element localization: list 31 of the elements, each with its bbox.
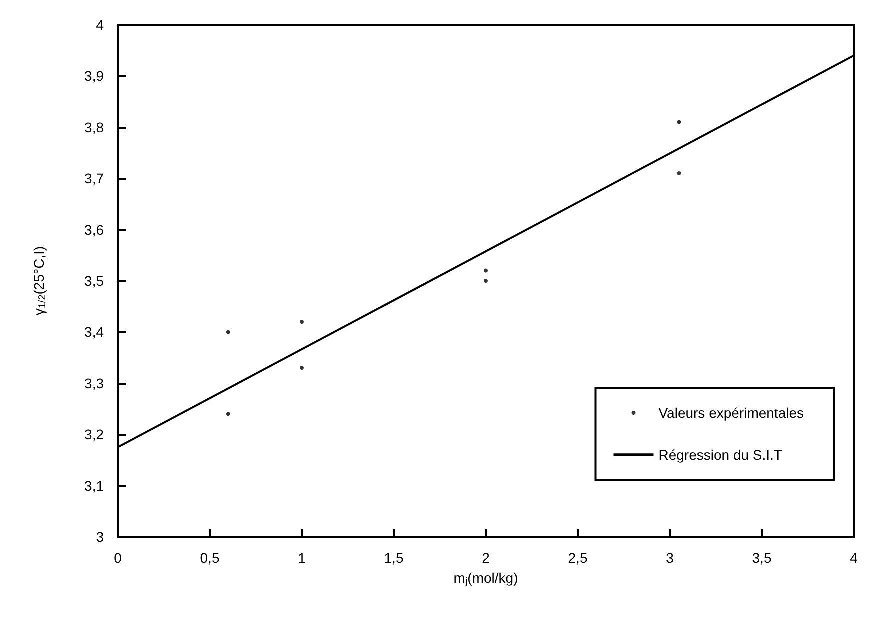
y-tick-label: 3,7 xyxy=(84,170,104,187)
point xyxy=(484,268,488,273)
x-tick-label: 0,5 xyxy=(200,550,220,566)
y-tick-label: 3,9 xyxy=(84,68,104,84)
y-tick-label: 3,2 xyxy=(84,426,104,443)
y-tick-label: 3,4 xyxy=(84,324,104,340)
x-tick-label: 1,5 xyxy=(384,550,404,566)
x-tick-label: 2,5 xyxy=(568,550,588,566)
point xyxy=(300,320,304,324)
y-tick-label: 3,3 xyxy=(84,375,104,392)
x-tick-label: 3,5 xyxy=(752,550,772,566)
y-tick-label: 3,8 xyxy=(84,119,104,136)
point xyxy=(677,171,682,176)
point xyxy=(226,412,230,416)
point xyxy=(226,330,230,334)
point xyxy=(484,279,488,283)
point xyxy=(300,366,304,370)
x-tick-label: 2 xyxy=(482,550,490,566)
legend-label: Régression du S.I.T xyxy=(658,447,783,463)
y-tick-label: 3,5 xyxy=(84,273,104,289)
x-tick-label: 0 xyxy=(114,550,122,566)
x-tick-label: 3 xyxy=(666,550,674,566)
y-tick-label: 3 xyxy=(96,529,104,545)
legend-label: Valeurs expérimentales xyxy=(658,405,804,421)
point xyxy=(677,120,682,124)
x-tick-label: 4 xyxy=(850,550,858,566)
y-tick-label: 4 xyxy=(96,17,104,33)
y-axis-title: γ1/2(25°C,I) xyxy=(31,246,48,316)
x-tick-label: 1 xyxy=(298,550,306,566)
y-tick-label: 3,6 xyxy=(84,222,104,238)
y-tick-label: 3,1 xyxy=(84,478,104,494)
